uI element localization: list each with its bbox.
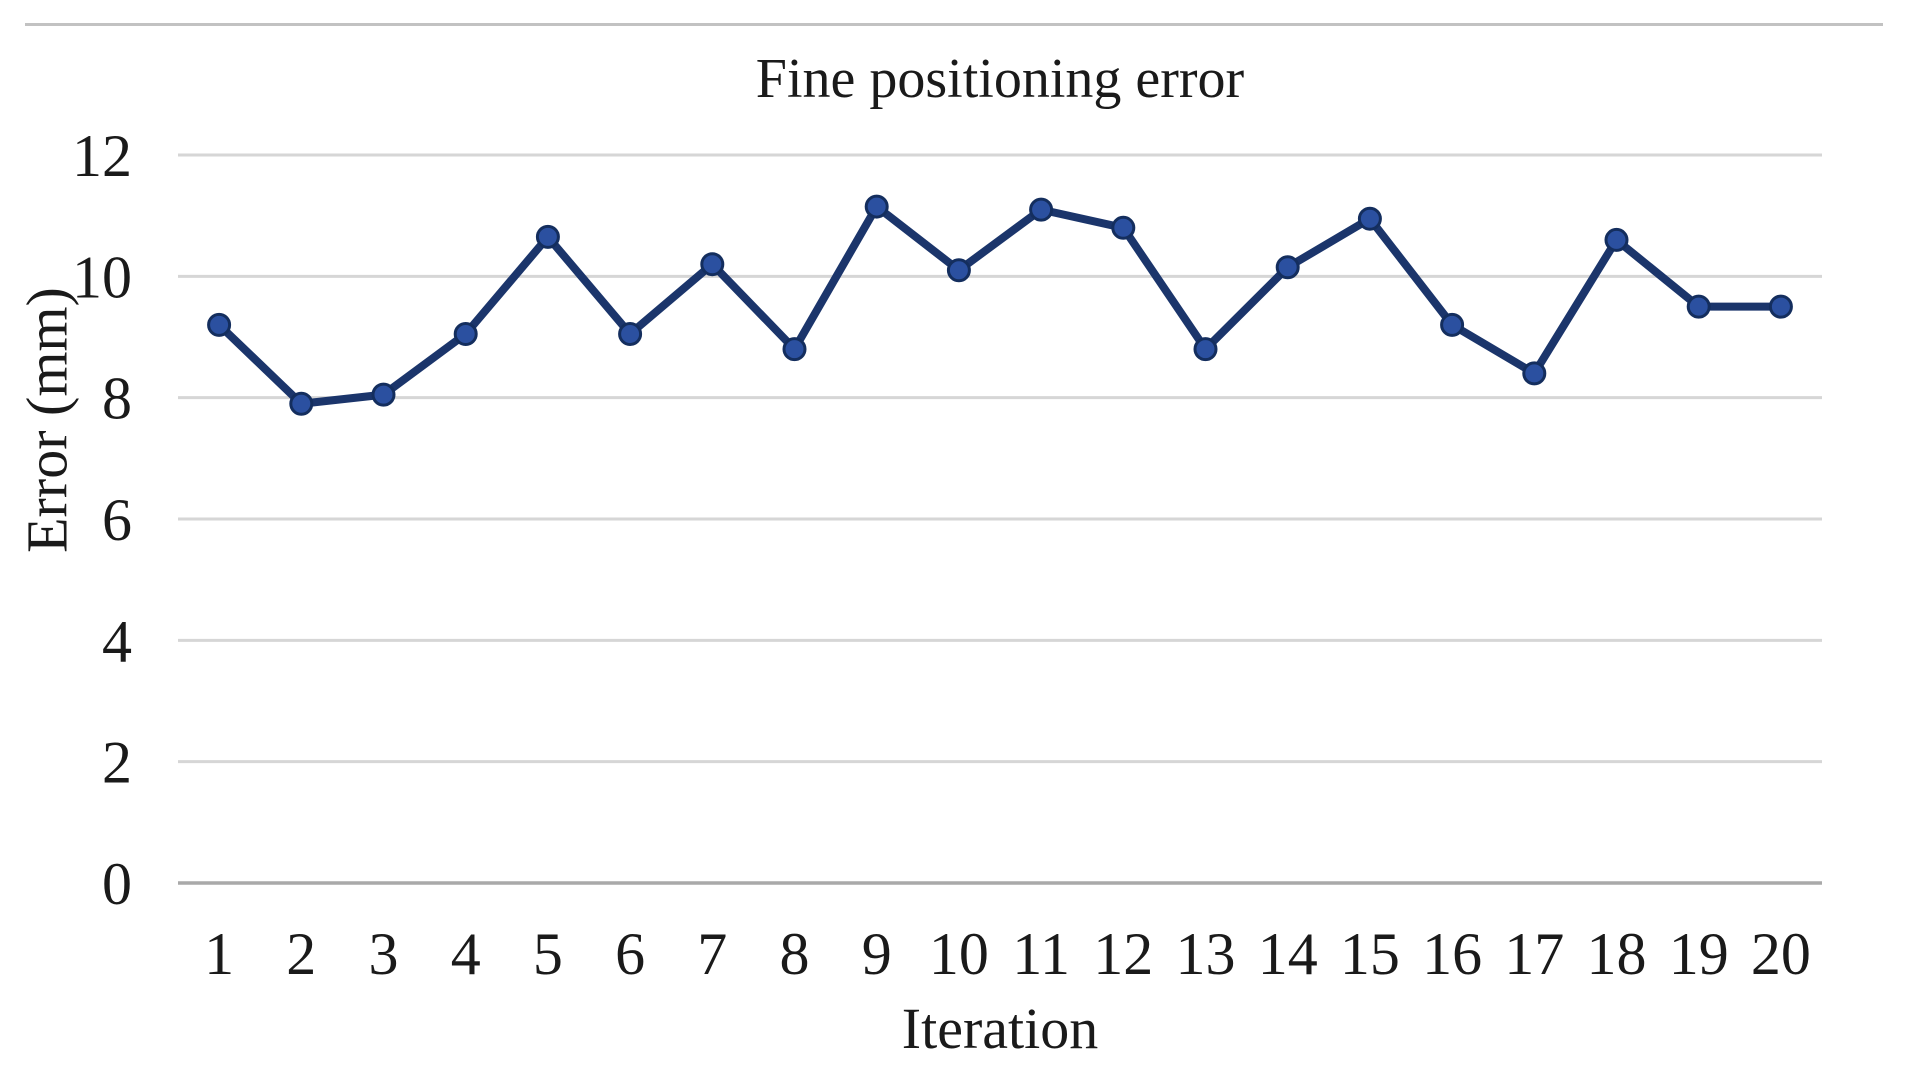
data-point-marker [700,252,725,277]
y-tick-label: 0 [102,851,132,917]
x-tick-label: 14 [1258,921,1318,987]
x-tick-label: 17 [1504,921,1564,987]
y-tick-label: 4 [102,608,132,674]
chart-title: Fine positioning error [755,48,1245,110]
x-tick-label: 5 [533,921,563,987]
data-point-marker [1193,337,1218,362]
x-tick-label: 15 [1340,921,1400,987]
data-point-marker [1768,294,1793,319]
x-tick-label: 19 [1669,921,1729,987]
data-point-marker [618,321,643,346]
x-tick-label: 1 [204,921,234,987]
x-tick-label: 8 [780,921,810,987]
data-point-marker [1604,227,1629,252]
data-point-marker [289,391,314,416]
x-tick-label: 4 [451,921,481,987]
data-point-marker [1686,294,1711,319]
x-tick-label: 9 [862,921,892,987]
x-tick-label: 18 [1587,921,1647,987]
top-border-rule [25,23,1883,26]
x-tick-label: 11 [1012,921,1070,987]
x-tick-label: 12 [1093,921,1153,987]
x-tick-label: 20 [1751,921,1811,987]
data-point-marker [1357,206,1382,231]
data-point-marker [371,382,396,407]
x-tick-label: 13 [1176,921,1236,987]
x-axis-title: Iteration [901,996,1099,1061]
data-point-marker [1522,361,1547,386]
x-tick-label: 6 [615,921,645,987]
x-tick-label: 10 [929,921,989,987]
data-point-marker [453,321,478,346]
data-point-marker [1029,197,1054,222]
data-point-marker [1275,255,1300,280]
y-tick-label: 10 [72,244,132,310]
y-tick-label: 6 [102,487,132,553]
data-point-marker [1440,312,1465,337]
y-tick-label: 12 [72,123,132,189]
y-axis-title: Error (mm) [14,287,80,553]
data-point-marker [1111,215,1136,240]
data-point-marker [946,258,971,283]
y-tick-label: 2 [102,730,132,796]
data-point-marker [535,224,560,249]
data-point-marker [782,337,807,362]
error-line-series [215,202,1785,408]
data-point-marker [864,194,889,219]
x-tick-label: 7 [697,921,727,987]
data-point-marker [207,312,232,337]
x-tick-label: 16 [1422,921,1482,987]
y-tick-label: 8 [102,366,132,432]
x-tick-label: 3 [369,921,399,987]
x-tick-label: 2 [286,921,316,987]
